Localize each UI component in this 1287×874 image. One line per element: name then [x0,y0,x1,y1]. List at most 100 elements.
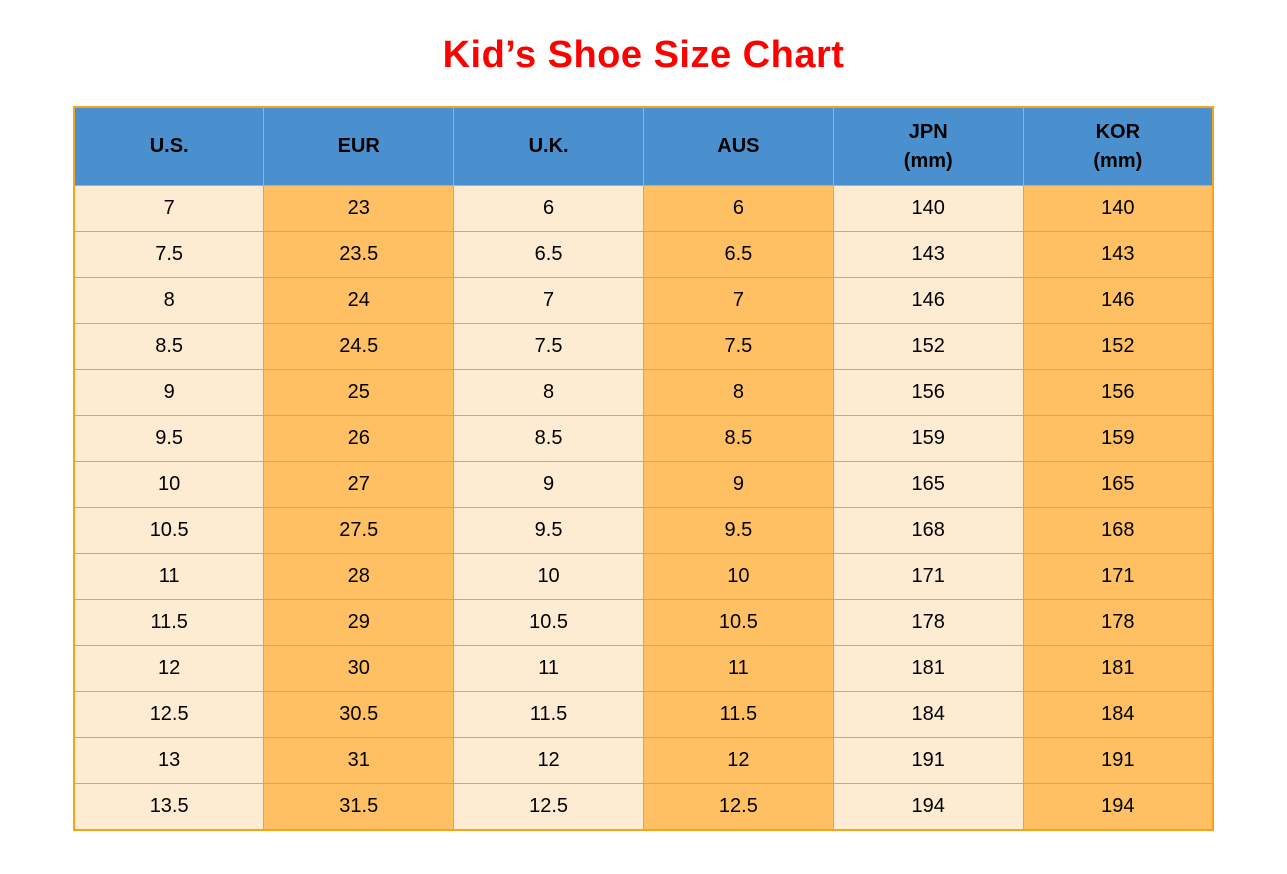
table-cell: 11.5 [73,599,265,646]
table-cell: 12 [453,737,644,784]
table-cell: 10.5 [642,599,834,646]
table-cell: 9.5 [453,507,644,554]
header-row: U.S. EUR U.K. AUS JPN (mm) KOR (mm) [73,106,1214,186]
table-cell: 24 [263,277,455,324]
column-header-line: (mm) [903,149,953,172]
column-header-line: AUS [717,135,760,157]
column-header: U.S. [73,106,265,186]
column-header: JPN (mm) [832,106,1024,186]
table-cell: 171 [1022,553,1214,600]
table-cell: 8 [73,277,265,324]
table-cell: 165 [1022,461,1214,508]
table-cell: 9.5 [642,507,834,554]
table-cell: 27 [263,461,455,508]
table-cell: 6.5 [453,231,644,278]
table-cell: 10.5 [73,507,265,554]
table-body: 7 23 6 6 140 140 7.5 23.5 6.5 6.5 143 143 8 24 7 7 146 14… [73,185,1214,831]
table-cell: 152 [1022,323,1214,370]
table-cell: 194 [832,783,1024,831]
table-cell: 6.5 [642,231,834,278]
table-cell: 29 [263,599,455,646]
table-cell: 31 [263,737,455,784]
table-row: 7.5 23.5 6.5 6.5 143 143 [73,231,1214,278]
table-cell: 12 [73,645,265,692]
column-header: KOR (mm) [1022,106,1214,186]
table-cell: 178 [832,599,1024,646]
table-cell: 165 [832,461,1024,508]
table-cell: 6 [453,185,644,232]
table-cell: 27.5 [263,507,455,554]
table-cell: 143 [1022,231,1214,278]
table-cell: 184 [1022,691,1214,738]
table-cell: 10 [453,553,644,600]
table-row: 8.5 24.5 7.5 7.5 152 152 [73,323,1214,370]
table-cell: 140 [1022,185,1214,232]
table-cell: 12 [642,737,834,784]
table-cell: 191 [832,737,1024,784]
table-row: 13.5 31.5 12.5 12.5 194 194 [73,783,1214,831]
table-cell: 168 [1022,507,1214,554]
column-header-line: KOR [1095,120,1141,143]
table-cell: 31.5 [263,783,455,831]
table-cell: 11 [642,645,834,692]
table-cell: 10.5 [453,599,644,646]
table-cell: 159 [1022,415,1214,462]
column-header: U.K. [453,106,644,186]
table-cell: 24.5 [263,323,455,370]
table-cell: 8.5 [642,415,834,462]
table-cell: 146 [832,277,1024,324]
table-cell: 7 [453,277,644,324]
table-cell: 7.5 [453,323,644,370]
table-cell: 23 [263,185,455,232]
table-cell: 156 [1022,369,1214,416]
table-cell: 23.5 [263,231,455,278]
table-cell: 159 [832,415,1024,462]
table-cell: 171 [832,553,1024,600]
column-header-line: JPN [908,120,948,143]
table-cell: 178 [1022,599,1214,646]
table-row: 9.5 26 8.5 8.5 159 159 [73,415,1214,462]
table-cell: 8 [642,369,834,416]
table-row: 7 23 6 6 140 140 [73,185,1214,232]
table-cell: 168 [832,507,1024,554]
table-cell: 194 [1022,783,1214,831]
table-row: 12 30 11 11 181 181 [73,645,1214,692]
table-cell: 191 [1022,737,1214,784]
table-cell: 25 [263,369,455,416]
table-cell: 146 [1022,277,1214,324]
table-row: 8 24 7 7 146 146 [73,277,1214,324]
table-cell: 12.5 [453,783,644,831]
table-cell: 181 [832,645,1024,692]
table-cell: 7.5 [73,231,265,278]
table-cell: 8.5 [73,323,265,370]
column-header-line: U.S. [149,135,189,157]
column-header-line: (mm) [1093,149,1143,172]
table-cell: 143 [832,231,1024,278]
column-header-line: U.K. [528,135,569,157]
table-cell: 30.5 [263,691,455,738]
table-cell: 13 [73,737,265,784]
table-cell: 7 [642,277,834,324]
table-cell: 7.5 [642,323,834,370]
table-cell: 28 [263,553,455,600]
table-cell: 184 [832,691,1024,738]
table-row: 11.5 29 10.5 10.5 178 178 [73,599,1214,646]
table-cell: 26 [263,415,455,462]
table-cell: 9 [453,461,644,508]
table-cell: 181 [1022,645,1214,692]
table-cell: 12.5 [642,783,834,831]
table-cell: 9 [73,369,265,416]
table-cell: 9.5 [73,415,265,462]
table-cell: 11.5 [453,691,644,738]
table-cell: 7 [73,185,265,232]
page-title: Kid’s Shoe Size Chart [442,34,845,76]
table-cell: 152 [832,323,1024,370]
table-row: 13 31 12 12 191 191 [73,737,1214,784]
table-cell: 156 [832,369,1024,416]
table-row: 9 25 8 8 156 156 [73,369,1214,416]
table-cell: 6 [642,185,834,232]
table-cell: 8 [453,369,644,416]
table-cell: 9 [642,461,834,508]
table-cell: 13.5 [73,783,265,831]
table-cell: 140 [832,185,1024,232]
